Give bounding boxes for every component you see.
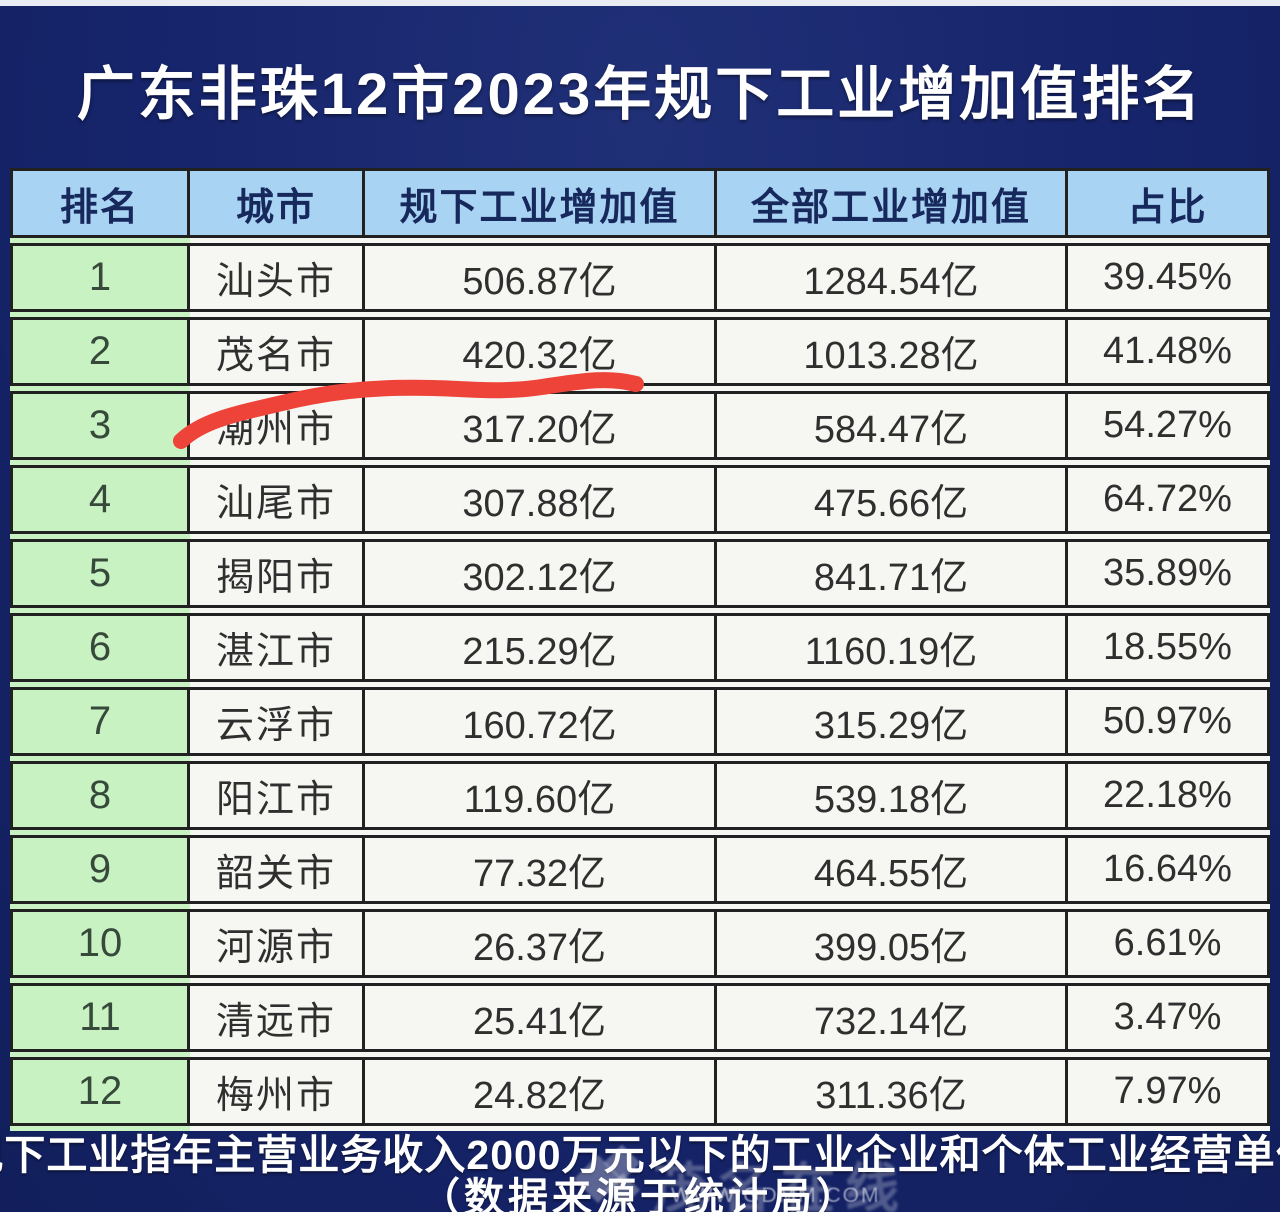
cell-total: 841.71亿 xyxy=(717,539,1068,608)
table-row: 5 揭阳市 302.12亿 841.71亿 35.89% xyxy=(10,539,1270,608)
cell-rank: 9 xyxy=(10,835,190,904)
table-row: 9 韶关市 77.32亿 464.55亿 16.64% xyxy=(10,835,1270,904)
cell-city: 汕头市 xyxy=(190,243,365,312)
cell-sub-scale: 77.32亿 xyxy=(365,835,717,904)
cell-rank: 12 xyxy=(10,1057,190,1126)
cell-rank: 4 xyxy=(10,465,190,534)
cell-total: 539.18亿 xyxy=(717,761,1068,830)
cell-total: 584.47亿 xyxy=(717,391,1068,460)
table-row: 4 汕尾市 307.88亿 475.66亿 64.72% xyxy=(10,465,1270,534)
cell-city: 梅州市 xyxy=(190,1057,365,1126)
cell-total: 475.66亿 xyxy=(717,465,1068,534)
table-row: 6 湛江市 215.29亿 1160.19亿 18.55% xyxy=(10,613,1270,682)
cell-rank: 11 xyxy=(10,983,190,1052)
cell-sub-scale: 506.87亿 xyxy=(365,243,717,312)
cell-sub-scale: 302.12亿 xyxy=(365,539,717,608)
cell-rank: 10 xyxy=(10,909,190,978)
cell-city: 清远市 xyxy=(190,983,365,1052)
cell-city: 潮州市 xyxy=(190,391,365,460)
cell-share: 16.64% xyxy=(1068,835,1270,904)
cell-share: 35.89% xyxy=(1068,539,1270,608)
table-row: 1 汕头市 506.87亿 1284.54亿 39.45% xyxy=(10,243,1270,312)
cell-total: 732.14亿 xyxy=(717,983,1068,1052)
cell-rank: 8 xyxy=(10,761,190,830)
cell-share: 64.72% xyxy=(1068,465,1270,534)
cell-share: 18.55% xyxy=(1068,613,1270,682)
cell-share: 41.48% xyxy=(1068,317,1270,386)
column-header-sub-scale: 规下工业增加值 xyxy=(365,168,717,238)
cell-total: 399.05亿 xyxy=(717,909,1068,978)
cell-share: 54.27% xyxy=(1068,391,1270,460)
cell-sub-scale: 215.29亿 xyxy=(365,613,717,682)
table-row: 7 云浮市 160.72亿 315.29亿 50.97% xyxy=(10,687,1270,756)
cell-city: 茂名市 xyxy=(190,317,365,386)
table-row: 3 潮州市 317.20亿 584.47亿 54.27% xyxy=(10,391,1270,460)
footnote-line2: （数据来源于统计局） xyxy=(420,1176,860,1212)
cell-rank: 2 xyxy=(10,317,190,386)
cell-share: 22.18% xyxy=(1068,761,1270,830)
footnote: 规下工业指年主营业务收入2000万元以下的工业企业和个体工业经营单位 （数据来源… xyxy=(0,1133,1280,1212)
page-title: 广东非珠12市2023年规下工业增加值排名 xyxy=(76,62,1204,127)
cell-share: 3.47% xyxy=(1068,983,1270,1052)
cell-rank: 6 xyxy=(10,613,190,682)
table-row: 12 梅州市 24.82亿 311.36亿 7.97% xyxy=(10,1057,1270,1126)
cell-sub-scale: 317.20亿 xyxy=(365,391,717,460)
cell-city: 韶关市 xyxy=(190,835,365,904)
cell-total: 464.55亿 xyxy=(717,835,1068,904)
cell-share: 7.97% xyxy=(1068,1057,1270,1126)
cell-share: 6.61% xyxy=(1068,909,1270,978)
cell-total: 315.29亿 xyxy=(717,687,1068,756)
cell-city: 河源市 xyxy=(190,909,365,978)
cell-sub-scale: 420.32亿 xyxy=(365,317,717,386)
cell-total: 1284.54亿 xyxy=(717,243,1068,312)
cell-sub-scale: 160.72亿 xyxy=(365,687,717,756)
column-header-total: 全部工业增加值 xyxy=(717,168,1068,238)
table-header-row: 排名 城市 规下工业增加值 全部工业增加值 占比 xyxy=(10,168,1270,238)
cell-total: 311.36亿 xyxy=(717,1057,1068,1126)
table-row: 2 茂名市 420.32亿 1013.28亿 41.48% xyxy=(10,317,1270,386)
table-row: 11 清远市 25.41亿 732.14亿 3.47% xyxy=(10,983,1270,1052)
cell-sub-scale: 25.41亿 xyxy=(365,983,717,1052)
cell-city: 揭阳市 xyxy=(190,539,365,608)
table-row: 8 阳江市 119.60亿 539.18亿 22.18% xyxy=(10,761,1270,830)
cell-city: 汕尾市 xyxy=(190,465,365,534)
cell-city: 阳江市 xyxy=(190,761,365,830)
cell-sub-scale: 26.37亿 xyxy=(365,909,717,978)
column-header-rank: 排名 xyxy=(10,168,190,238)
cell-share: 50.97% xyxy=(1068,687,1270,756)
column-header-share: 占比 xyxy=(1068,168,1270,238)
column-header-city: 城市 xyxy=(190,168,365,238)
cell-rank: 7 xyxy=(10,687,190,756)
cell-city: 湛江市 xyxy=(190,613,365,682)
cell-rank: 3 xyxy=(10,391,190,460)
footnote-line1: 规下工业指年主营业务收入2000万元以下的工业企业和个体工业经营单位 xyxy=(0,1132,1280,1178)
cell-share: 39.45% xyxy=(1068,243,1270,312)
ranking-table: 排名 城市 规下工业增加值 全部工业增加值 占比 1 汕头市 506.87亿 1… xyxy=(10,168,1270,1131)
table-row: 10 河源市 26.37亿 399.05亿 6.61% xyxy=(10,909,1270,978)
cell-city: 云浮市 xyxy=(190,687,365,756)
cell-sub-scale: 24.82亿 xyxy=(365,1057,717,1126)
top-edge-strip xyxy=(0,0,1280,6)
cell-total: 1013.28亿 xyxy=(717,317,1068,386)
cell-total: 1160.19亿 xyxy=(717,613,1068,682)
cell-sub-scale: 307.88亿 xyxy=(365,465,717,534)
cell-rank: 5 xyxy=(10,539,190,608)
cell-sub-scale: 119.60亿 xyxy=(365,761,717,830)
cell-rank: 1 xyxy=(10,243,190,312)
